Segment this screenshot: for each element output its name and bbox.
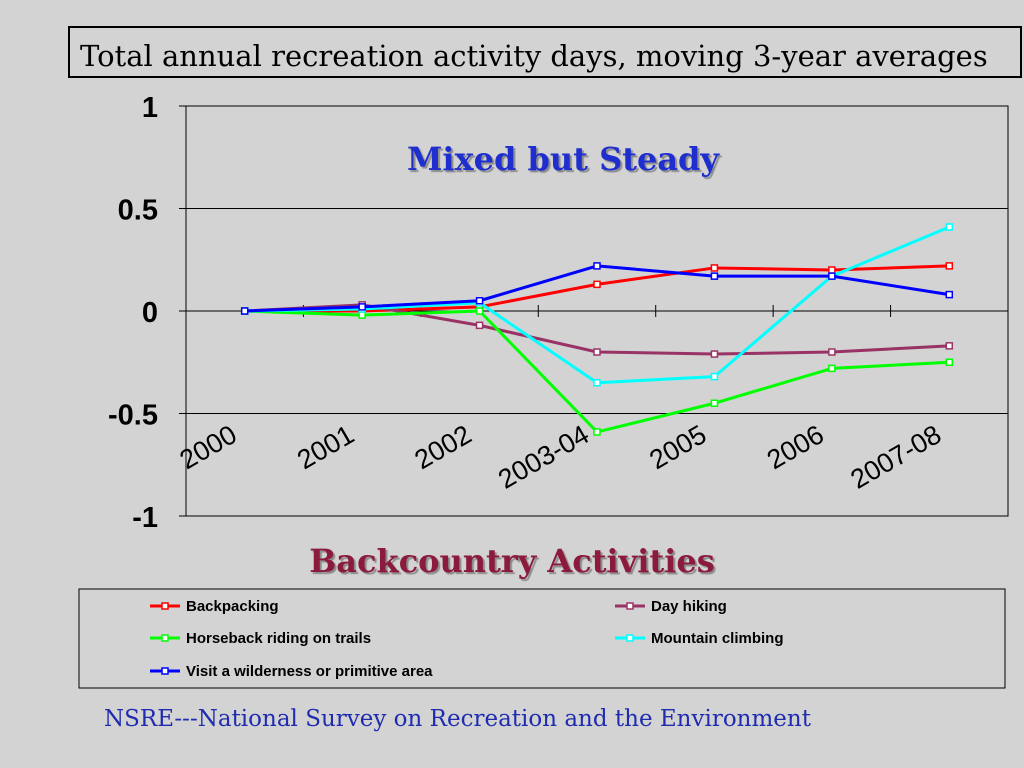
data-point — [358, 311, 366, 319]
y-tick-label: -1 — [132, 502, 158, 534]
legend-label-backpacking: Backpacking — [186, 598, 279, 615]
data-point — [593, 348, 601, 356]
data-point — [475, 297, 484, 305]
data-point — [710, 399, 719, 407]
legend-marker — [626, 602, 634, 610]
legend-marker — [626, 634, 634, 642]
legend-label-day-hiking: Day hiking — [651, 598, 727, 615]
chart-subtitle: Mixed but Steady — [407, 140, 720, 178]
series-lines — [240, 223, 954, 436]
y-tick-label: -0.5 — [108, 400, 158, 432]
legend-marker — [161, 667, 169, 675]
data-point — [945, 262, 954, 270]
title-box — [68, 26, 1022, 78]
data-point — [828, 266, 836, 274]
data-point — [593, 280, 601, 289]
x-axis-label: Backcountry Activities — [309, 542, 714, 580]
data-point — [593, 428, 601, 436]
legend-label-horseback-riding-on-trails: Horseback riding on trails — [186, 630, 371, 647]
data-point — [710, 264, 719, 272]
legend-marker — [161, 634, 169, 642]
data-point — [358, 303, 366, 311]
legend-box — [78, 588, 1006, 689]
y-axis-ticks: -1 -0.5 0 0.5 1 — [108, 92, 186, 534]
data-point — [710, 350, 719, 358]
data-point — [710, 372, 719, 381]
legend-label-mountain-climbing: Mountain climbing — [651, 630, 784, 647]
slide-title: Total annual recreation activity days, m… — [80, 39, 988, 73]
data-point — [828, 272, 836, 280]
legend: Backpacking Day hiking Horseback riding on… — [150, 598, 784, 680]
y-tick-label: 0 — [142, 297, 158, 329]
data-point — [945, 342, 954, 350]
legend-marker — [161, 602, 169, 610]
data-point — [945, 223, 954, 231]
data-point — [475, 321, 484, 330]
data-point — [945, 358, 954, 366]
data-point — [593, 379, 601, 387]
data-point — [240, 307, 249, 315]
data-point — [710, 272, 719, 280]
footer-source: NSRE---National Survey on Recreation and… — [104, 706, 811, 732]
data-point — [593, 262, 601, 270]
y-tick-label: 0.5 — [118, 195, 158, 227]
data-point — [828, 364, 836, 373]
data-point — [828, 348, 836, 356]
chart: -1-0.500.51 2000 2001 2002 2003-04 2005 2006 2… — [78, 92, 1009, 689]
data-point — [475, 307, 484, 315]
y-tick-label: 1 — [142, 92, 158, 124]
legend-label-visit-a-wilderness-or-primitive-area: Visit a wilderness or primitive area — [186, 663, 433, 680]
data-point — [945, 290, 954, 299]
